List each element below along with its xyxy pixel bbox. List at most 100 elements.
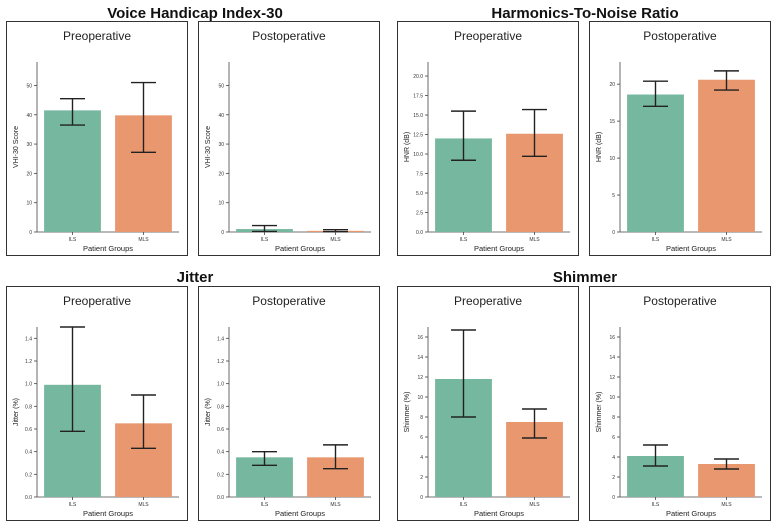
chart-svg: 0 10 20 30 40 50 VHI-30 Score ILS MLS Patient Gro…	[205, 62, 371, 253]
chart-svg: 0.0 0.2 0.4 0.6 0.8 1.0 1.2 1.4 Jitter (%) ILS MLS…	[205, 327, 371, 518]
y-tick-label: 40	[218, 113, 224, 119]
y-tick-label: 0.2	[25, 472, 32, 478]
group-title-hnr: Harmonics-To-Noise Ratio	[491, 5, 679, 22]
y-tick-label: 1.0	[25, 382, 32, 388]
x-axis-label: Patient Groups	[666, 509, 716, 518]
chart-svg: 0 2 4 6 8 10 12 14 16 Shimmer (%) ILS MLS Patient Gr…	[596, 327, 762, 518]
y-axis-label: HNR (dB)	[404, 132, 411, 162]
y-tick-label: 40	[26, 113, 32, 119]
y-tick-label: 6	[420, 435, 423, 441]
group-title-jitter: Jitter	[176, 269, 214, 286]
y-tick-label: 20	[218, 171, 224, 177]
panel-title: Postoperative	[252, 29, 326, 43]
y-tick-label: 2	[420, 475, 423, 481]
y-tick-label: 6	[612, 435, 615, 441]
panel-title: Postoperative	[643, 294, 717, 308]
y-tick-label: 0	[420, 495, 423, 501]
y-tick-label: 0	[612, 230, 615, 236]
y-tick-label: 1.0	[217, 382, 224, 388]
y-tick-label: 0.2	[217, 472, 224, 478]
y-tick-label: 2.5	[416, 211, 423, 217]
panel-hnr-preoperative: Preoperative 0.0 2.5 5.0 7.5 10.0 12.5 15.0 17.…	[397, 21, 579, 256]
x-tick-label: ILS	[69, 237, 77, 243]
y-tick-label: 20	[609, 82, 615, 88]
x-tick-label: MLS	[330, 502, 341, 508]
y-tick-label: 30	[26, 142, 32, 148]
x-tick-label: ILS	[69, 502, 77, 508]
x-axis-label: Patient Groups	[83, 509, 133, 518]
panel-title: Preoperative	[62, 29, 132, 43]
y-tick-label: 10	[26, 201, 32, 207]
y-tick-label: 17.5	[413, 94, 423, 100]
x-axis-label: Patient Groups	[474, 244, 524, 253]
y-tick-label: 10.0	[413, 152, 423, 158]
y-tick-label: 16	[609, 335, 615, 341]
y-tick-label: 0.4	[217, 450, 224, 456]
panel-shimmer-preoperative: Preoperative 0 2 4 6 8 10 12 14 16 Shimmer (%) ILS…	[397, 286, 579, 521]
chart-svg: 0.0 0.2 0.4 0.6 0.8 1.0 1.2 1.4 Jitter (%) ILS MLS…	[13, 326, 179, 518]
y-tick-label: 0	[612, 495, 615, 501]
y-tick-label: 12	[417, 375, 423, 381]
y-tick-label: 8	[612, 415, 615, 421]
y-tick-label: 8	[420, 415, 423, 421]
y-axis-label: Jitter (%)	[13, 398, 20, 426]
y-tick-label: 7.5	[416, 172, 423, 178]
panel-shimmer-postoperative: Postoperative 0 2 4 6 8 10 12 14 16 Shimmer (%) IL…	[589, 286, 771, 521]
y-tick-label: 10	[417, 395, 423, 401]
x-tick-label: ILS	[652, 502, 660, 508]
panel-jitter-postoperative: Postoperative 0.0 0.2 0.4 0.6 0.8 1.0 1.2 1.4 Ji…	[198, 286, 380, 521]
x-axis-label: Patient Groups	[666, 244, 716, 253]
panel-title: Postoperative	[252, 294, 326, 308]
y-tick-label: 10	[609, 395, 615, 401]
y-tick-label: 1.2	[217, 359, 224, 365]
y-tick-label: 50	[218, 83, 224, 89]
y-axis-label: Shimmer (%)	[404, 392, 411, 433]
panel-title: Preoperative	[453, 29, 523, 43]
y-tick-label: 4	[420, 455, 423, 461]
y-tick-label: 5.0	[416, 191, 423, 197]
x-tick-label: ILS	[460, 237, 468, 243]
y-tick-label: 0	[221, 230, 224, 236]
y-tick-label: 4	[612, 455, 615, 461]
y-tick-label: 20	[26, 171, 32, 177]
bar-ils	[627, 94, 684, 233]
y-axis-label: VHI-30 Score	[13, 126, 20, 168]
x-tick-label: MLS	[721, 502, 732, 508]
group-title-shimmer: Shimmer	[552, 269, 618, 286]
y-axis-label: Jitter (%)	[205, 398, 212, 426]
y-tick-label: 1.4	[217, 336, 224, 342]
y-tick-label: 1.2	[25, 359, 32, 365]
y-tick-label: 0.4	[25, 450, 32, 456]
panel-vhi-postoperative: Postoperative 0 10 20 30 40 50 VHI-30 Score ILS…	[198, 21, 380, 256]
group-title-vhi: Voice Handicap Index-30	[107, 5, 283, 22]
y-axis-label: Shimmer (%)	[596, 392, 603, 433]
y-tick-label: 1.4	[25, 336, 32, 342]
x-tick-label: MLS	[529, 237, 540, 243]
x-tick-label: MLS	[138, 502, 149, 508]
bar-ils	[44, 110, 101, 232]
y-tick-label: 0.8	[25, 404, 32, 410]
x-tick-label: MLS	[721, 237, 732, 243]
y-tick-label: 10	[218, 201, 224, 207]
y-tick-label: 14	[417, 355, 423, 361]
y-axis-label: VHI-30 Score	[205, 126, 212, 168]
y-tick-label: 50	[26, 83, 32, 89]
y-tick-label: 5	[612, 193, 615, 199]
y-tick-label: 0.6	[25, 427, 32, 433]
chart-svg: 0.0 2.5 5.0 7.5 10.0 12.5 15.0 17.5 20.0 HNR (dB)…	[404, 62, 570, 253]
panel-title: Postoperative	[643, 29, 717, 43]
y-tick-label: 16	[417, 335, 423, 341]
y-tick-label: 0.6	[217, 427, 224, 433]
x-axis-label: Patient Groups	[275, 244, 325, 253]
x-tick-label: MLS	[138, 237, 149, 243]
y-tick-label: 10	[609, 156, 615, 162]
x-axis-label: Patient Groups	[474, 509, 524, 518]
panel-hnr-postoperative: Postoperative 0 5 10 15 20 HNR (dB) ILS MLS Pati…	[589, 21, 771, 256]
y-tick-label: 30	[218, 142, 224, 148]
y-tick-label: 0.8	[217, 404, 224, 410]
x-tick-label: ILS	[460, 502, 468, 508]
panel-vhi-preoperative: Preoperative 0 10 20 30 40 50 VHI-30 Score ILS M…	[6, 21, 188, 256]
x-axis-label: Patient Groups	[275, 509, 325, 518]
y-tick-label: 12	[609, 375, 615, 381]
chart-svg: 0 5 10 15 20 HNR (dB) ILS MLS Patient Groups	[596, 62, 762, 253]
